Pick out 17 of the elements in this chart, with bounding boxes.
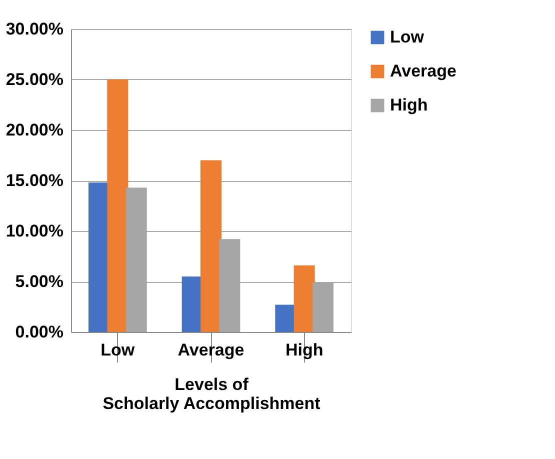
legend-label: Average	[390, 62, 456, 80]
y-tick-label: 20.00%	[6, 120, 64, 140]
legend-label: High	[390, 96, 428, 114]
y-tick-label: 0.00%	[15, 322, 64, 342]
y-tick-label: 10.00%	[6, 222, 64, 240]
x-tick-label: High	[285, 340, 324, 360]
bar	[294, 265, 315, 332]
x-tick-label: Low	[100, 340, 136, 360]
y-tick-label: 15.00%	[6, 171, 64, 190]
x-axis-title: Levels of Scholarly Accomplishment	[102, 375, 321, 413]
y-tick-label: 25.00%	[6, 70, 64, 89]
y-tick-label: 30.00%	[6, 20, 64, 38]
bar	[107, 80, 128, 332]
y-tick-label: 5.00%	[15, 272, 64, 291]
bar	[200, 160, 222, 332]
legend-label: Low	[390, 28, 425, 46]
x-tick-label: Average	[178, 340, 244, 360]
